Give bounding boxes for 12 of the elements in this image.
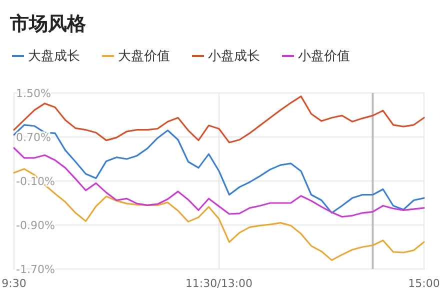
legend-label: 大盘成长: [28, 49, 80, 64]
legend-label: 小盘成长: [208, 49, 260, 64]
x-tick-label: 9:30: [2, 277, 26, 290]
legend-label: 大盘价值: [118, 49, 170, 64]
y-tick-label: -1.70%: [16, 263, 55, 276]
y-tick-label: 1.50%: [16, 87, 51, 100]
y-tick-label: -0.90%: [16, 219, 55, 232]
legend-label: 小盘价值: [298, 49, 350, 64]
x-tick-label: 15:00: [408, 277, 440, 290]
chart-title: 市场风格: [9, 13, 87, 35]
x-tick-label: 11:30/13:00: [185, 277, 253, 290]
y-tick-label: 0.70%: [16, 131, 51, 144]
